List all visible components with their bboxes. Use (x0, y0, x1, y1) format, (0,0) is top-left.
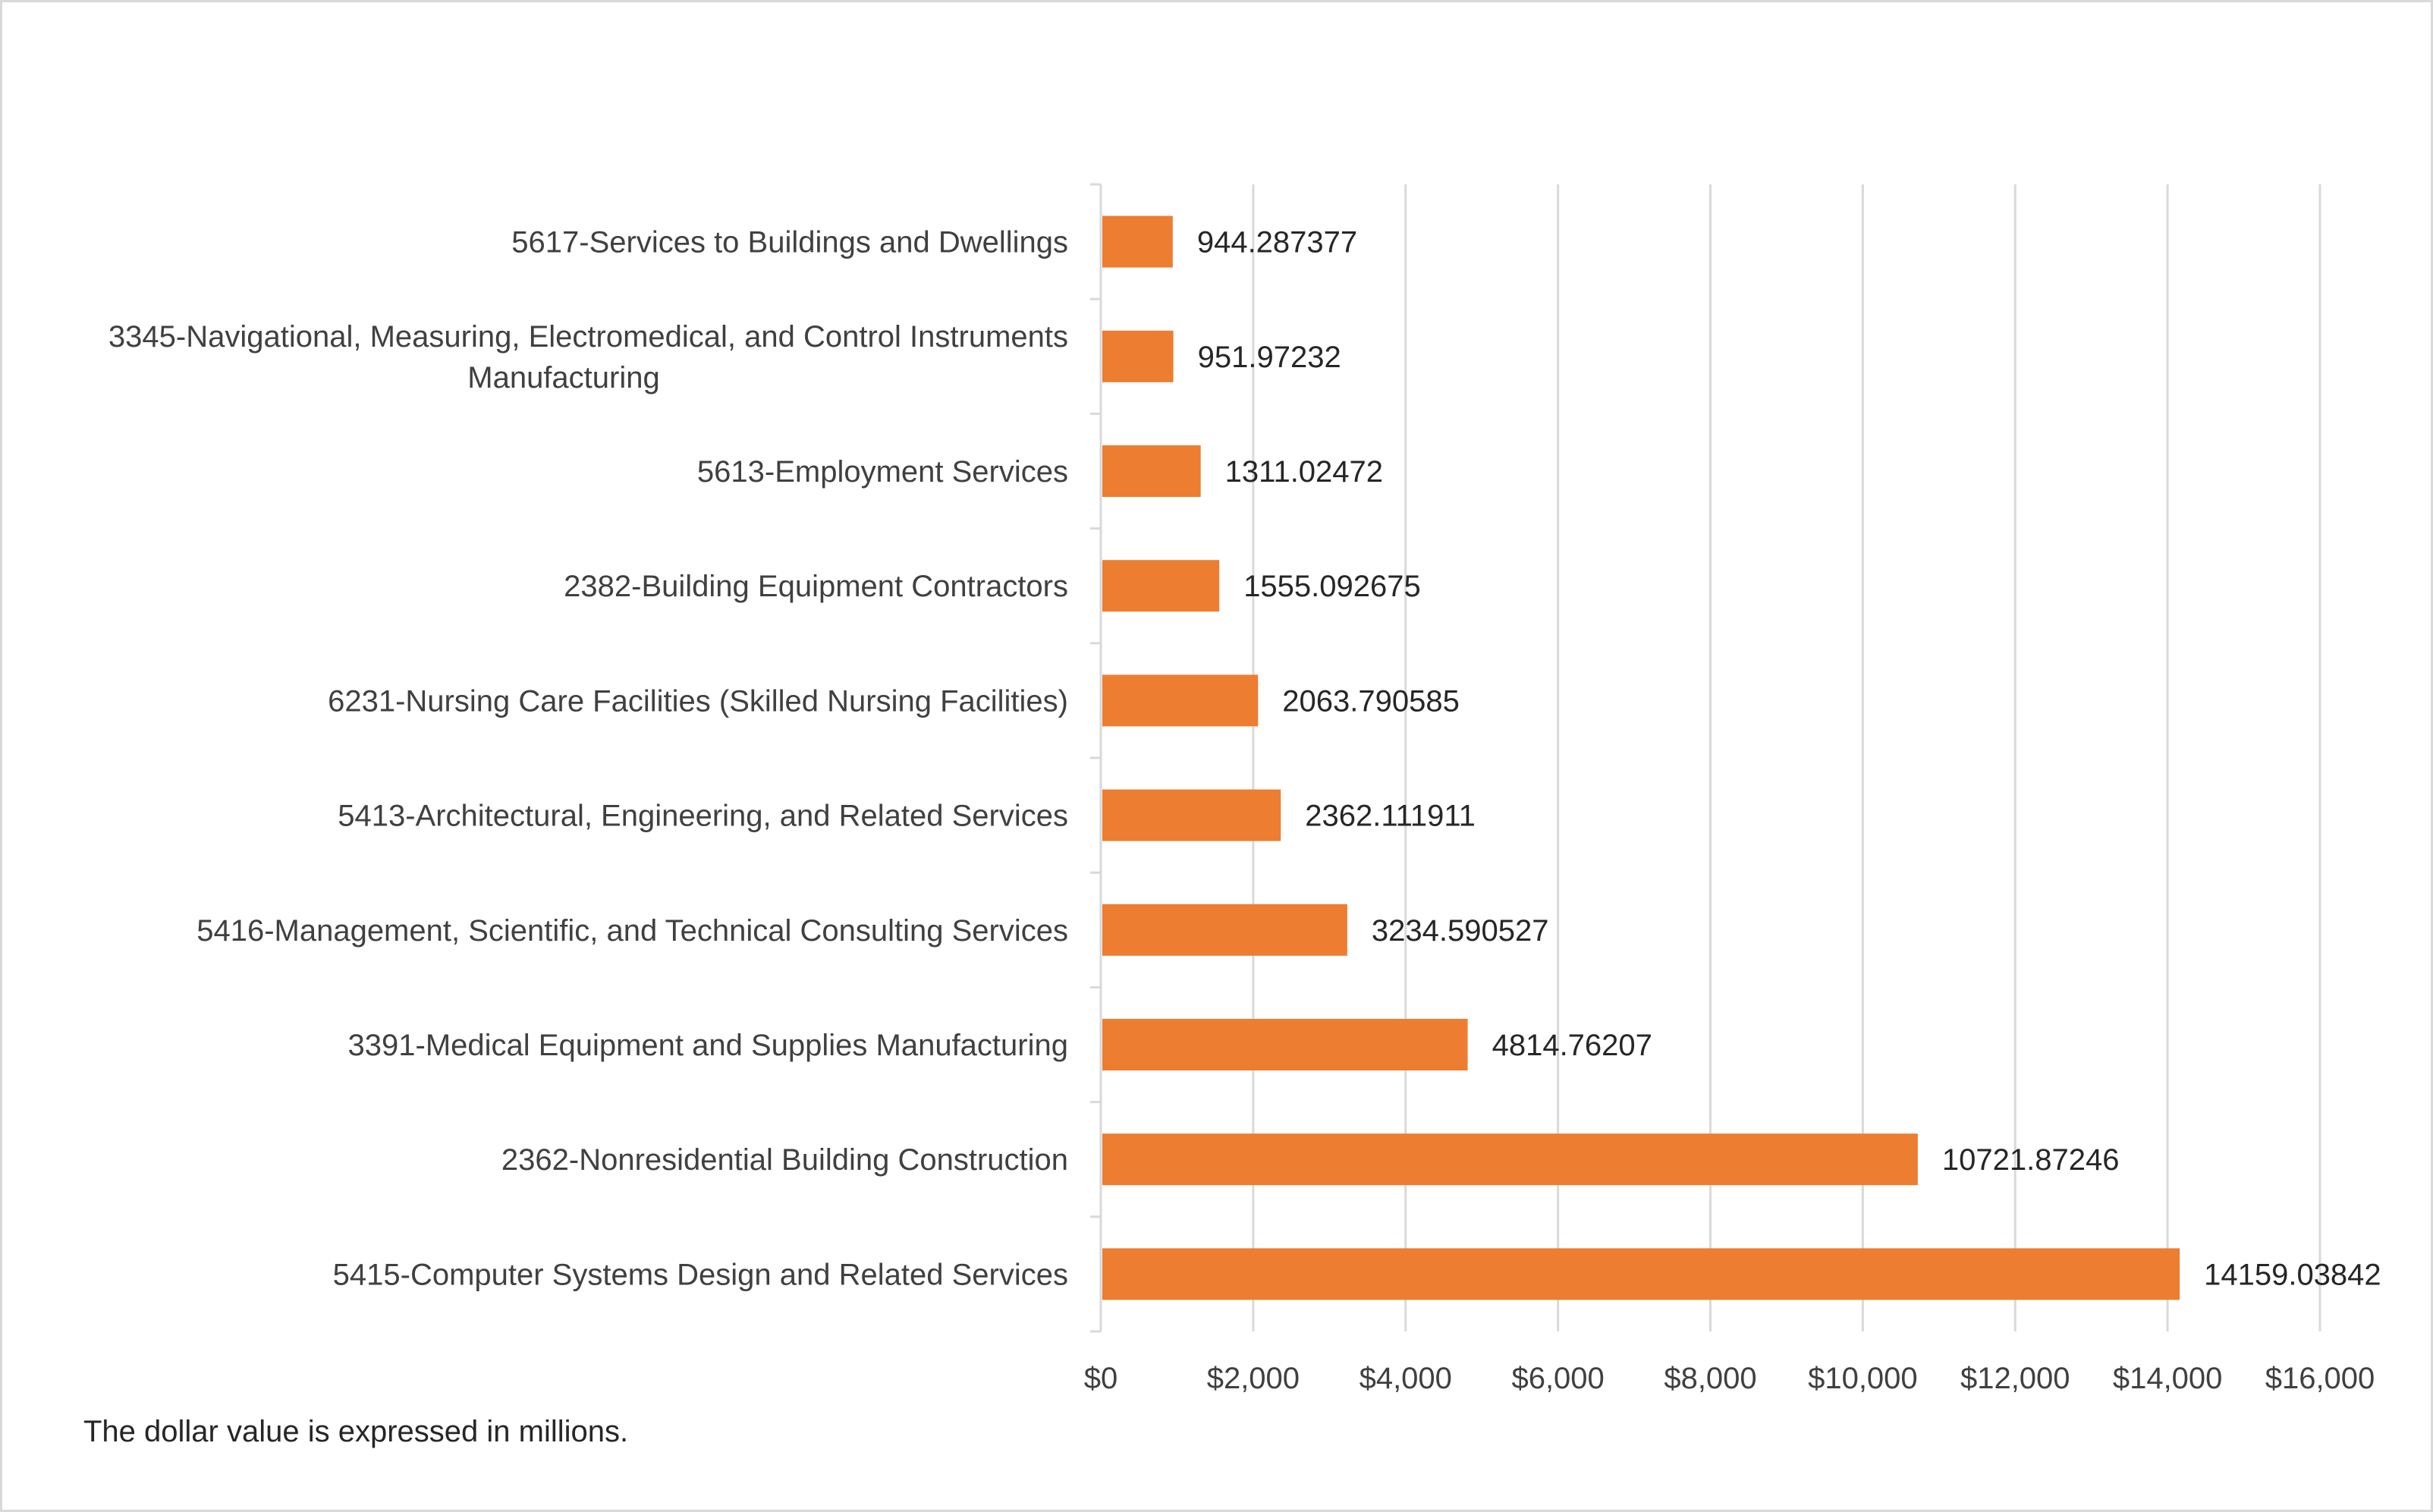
category-label: 3391-Medical Equipment and Supplies Manu… (348, 1029, 1068, 1062)
x-tick-label: $16,000 (2265, 1362, 2375, 1395)
category-label-line: 6231-Nursing Care Facilities (Skilled Nu… (328, 684, 1068, 718)
data-label: 944.287377 (1197, 226, 1357, 259)
bar (1102, 330, 1174, 382)
category-label-line: 5613-Employment Services (697, 455, 1068, 489)
data-label: 1311.02472 (1225, 455, 1383, 489)
x-tick-label: $4,000 (1360, 1362, 1452, 1395)
bar (1102, 789, 1281, 841)
category-label: 5416-Management, Scientific, and Technic… (196, 914, 1068, 948)
bar (1102, 1133, 1918, 1186)
category-label: 2362-Nonresidential Building Constructio… (501, 1143, 1068, 1177)
category-labels: 5617-Services to Buildings and Dwellings… (108, 226, 1068, 1292)
category-label-line: 3345-Navigational, Measuring, Electromed… (108, 320, 1068, 354)
x-tick-label: $12,000 (1960, 1362, 2070, 1395)
category-label: 6231-Nursing Care Facilities (Skilled Nu… (328, 684, 1068, 718)
data-label: 4814.76207 (1492, 1029, 1652, 1062)
category-label: 3345-Navigational, Measuring, Electromed… (108, 320, 1068, 395)
bar (1102, 560, 1220, 612)
data-labels: 944.287377 951.97232 1311.02472 1555.092675… (1197, 226, 2381, 1292)
category-label-line: 5416-Management, Scientific, and Technic… (196, 914, 1068, 948)
bar (1102, 1248, 2180, 1300)
footnote: The dollar value is expressed in million… (83, 1415, 629, 1448)
data-label: 14159.03842 (2204, 1258, 2381, 1291)
category-label-line: 5415-Computer Systems Design and Related… (333, 1258, 1068, 1291)
x-axis-tick-labels: $0 $2,000 $4,000 $6,000 $8,000 $10,000 $12,000… (1084, 1362, 2375, 1395)
bars (1102, 215, 2180, 1300)
x-tick-label: $2,000 (1207, 1362, 1300, 1395)
bar (1102, 215, 1173, 268)
x-tick-label: $0 (1084, 1362, 1118, 1395)
x-tick-label: $14,000 (2113, 1362, 2223, 1395)
category-label: 5415-Computer Systems Design and Related… (333, 1258, 1068, 1291)
bar (1102, 1019, 1468, 1070)
category-label-line: 2382-Building Equipment Contractors (564, 570, 1068, 603)
category-label-line: 3391-Medical Equipment and Supplies Manu… (348, 1029, 1068, 1062)
category-axis (1090, 183, 1102, 1333)
bar (1102, 674, 1259, 727)
category-label: 5617-Services to Buildings and Dwellings (511, 226, 1068, 259)
category-label-line: 2362-Nonresidential Building Constructio… (501, 1143, 1068, 1177)
category-label: 2382-Building Equipment Contractors (564, 570, 1068, 603)
data-label: 10721.87246 (1942, 1143, 2120, 1177)
category-label-line: 5617-Services to Buildings and Dwellings (511, 226, 1068, 259)
bar (1102, 904, 1347, 956)
category-label-line: 5413-Architectural, Engineering, and Rel… (338, 800, 1068, 833)
x-tick-label: $10,000 (1808, 1362, 1918, 1395)
data-label: 1555.092675 (1243, 570, 1421, 603)
category-label: 5413-Architectural, Engineering, and Rel… (338, 800, 1068, 833)
data-label: 951.97232 (1198, 341, 1341, 374)
data-label: 2362.111911 (1305, 800, 1476, 833)
data-label: 2063.790585 (1282, 684, 1460, 718)
data-label: 3234.590527 (1372, 914, 1549, 948)
category-label: 5613-Employment Services (697, 455, 1068, 489)
bar (1102, 445, 1201, 497)
x-tick-label: $8,000 (1664, 1362, 1756, 1395)
x-tick-label: $6,000 (1511, 1362, 1604, 1395)
category-label-line: Manufacturing (467, 361, 659, 395)
gridlines (1252, 184, 2321, 1331)
